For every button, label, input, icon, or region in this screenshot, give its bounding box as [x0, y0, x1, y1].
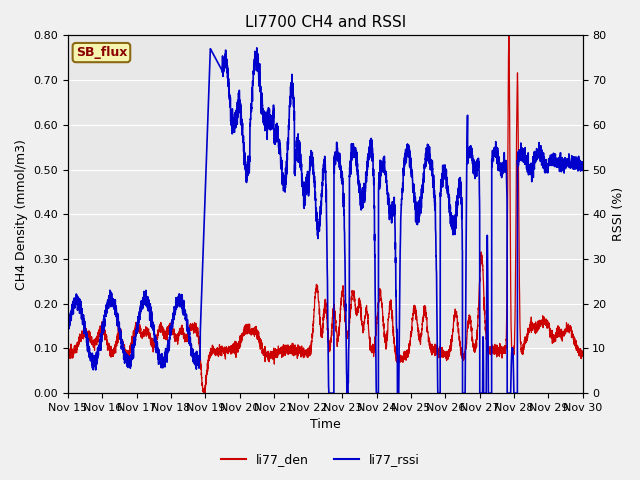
li77_rssi	[563, 158, 571, 164]
li77_den	[538, 320, 545, 326]
li77_rssi	[325, 390, 333, 396]
li77_den	[308, 330, 316, 336]
li77_rssi	[285, 131, 292, 136]
Y-axis label: RSSI (%): RSSI (%)	[612, 187, 625, 241]
li77_den	[200, 390, 207, 396]
li77_rssi	[438, 176, 446, 181]
li77_den	[285, 345, 292, 350]
Y-axis label: CH4 Density (mmol/m3): CH4 Density (mmol/m3)	[15, 139, 28, 289]
li77_rssi	[280, 182, 288, 188]
li77_rssi	[64, 332, 72, 337]
Text: SB_flux: SB_flux	[76, 46, 127, 59]
li77_den	[505, 33, 513, 38]
li77_rssi	[253, 45, 260, 51]
li77_rssi	[538, 157, 545, 163]
li77_den	[563, 325, 571, 331]
li77_rssi	[579, 168, 586, 173]
X-axis label: Time: Time	[310, 419, 340, 432]
li77_den	[64, 352, 72, 358]
li77_den	[579, 349, 586, 355]
li77_rssi	[308, 159, 316, 165]
li77_den	[438, 348, 446, 354]
Legend: li77_den, li77_rssi: li77_den, li77_rssi	[216, 448, 424, 471]
li77_den	[280, 348, 288, 354]
Title: LI7700 CH4 and RSSI: LI7700 CH4 and RSSI	[244, 15, 406, 30]
Line: li77_rssi: li77_rssi	[68, 48, 582, 393]
Line: li77_den: li77_den	[68, 36, 582, 393]
